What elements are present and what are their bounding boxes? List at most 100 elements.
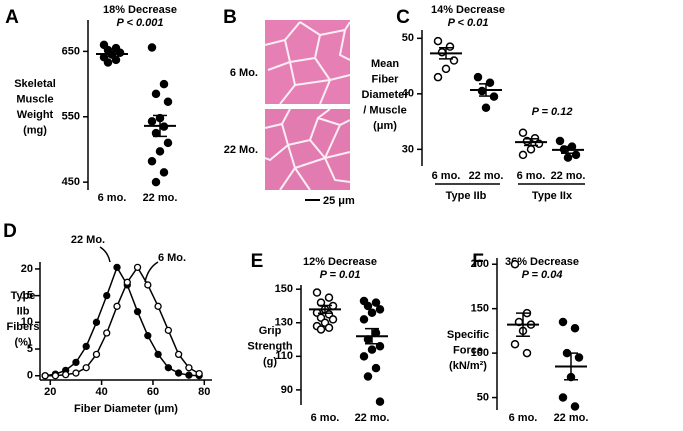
data-point: [133, 263, 142, 271]
panel-subtitle: P < 0.01: [448, 17, 489, 29]
y-axis-label: (kN/m²): [449, 360, 487, 372]
panel-title: 18% Decrease: [103, 4, 177, 16]
data-point: [103, 291, 111, 300]
data-point: [570, 323, 580, 333]
x-tick-label: 6 mo.: [517, 170, 546, 182]
data-point: [558, 317, 568, 327]
y-axis-label: Diameter: [361, 89, 409, 101]
data-point: [437, 47, 447, 57]
data-point: [518, 150, 528, 160]
y-tick-label: 30: [402, 143, 414, 155]
data-point: [151, 177, 161, 187]
x-tick-label: 22 mo.: [355, 412, 390, 424]
y-axis-label: (μm): [373, 120, 397, 132]
annotation: P = 0.12: [532, 106, 573, 118]
y-axis-label: Skeletal: [14, 78, 56, 90]
histology-image: [264, 20, 351, 201]
y-tick-label: 550: [62, 111, 80, 123]
data-point: [133, 308, 142, 316]
data-point: [111, 55, 121, 65]
panel-letter: F: [472, 251, 484, 272]
panel-title: 12% Decrease: [303, 256, 377, 268]
group-label: Type IIx: [532, 190, 573, 202]
data-point: [147, 43, 157, 52]
data-point: [155, 147, 165, 156]
panel-subtitle: P = 0.04: [522, 269, 563, 281]
label-arrow: [99, 246, 111, 263]
x-axis-label: Fiber Diameter (μm): [74, 403, 178, 415]
x-tick-label: 6 mo.: [432, 170, 461, 182]
data-point: [445, 42, 455, 51]
x-tick-label: 40: [95, 386, 107, 398]
data-point: [174, 350, 183, 359]
data-point: [163, 138, 173, 148]
data-point: [123, 278, 131, 286]
y-axis-label: IIb: [17, 305, 30, 317]
data-point: [147, 117, 157, 126]
y-tick-label: 130: [275, 317, 293, 329]
x-tick-label: 80: [198, 386, 210, 398]
x-tick-label: 22 mo.: [469, 170, 504, 182]
data-point: [72, 358, 80, 367]
data-point: [324, 323, 334, 333]
panel-title: 36% Decrease: [505, 256, 579, 268]
data-point: [375, 305, 385, 314]
data-point: [92, 350, 101, 359]
group-label: Type IIb: [446, 190, 487, 202]
data-point: [363, 372, 373, 381]
data-point: [570, 402, 580, 411]
y-tick-label: 0: [27, 370, 33, 382]
series-label: 6 Mo.: [158, 252, 186, 264]
data-point: [510, 259, 520, 269]
data-point: [147, 156, 157, 166]
data-point: [163, 97, 173, 106]
panel-subtitle: P = 0.01: [320, 269, 361, 281]
data-point: [324, 293, 334, 302]
y-tick-label: 90: [281, 384, 293, 396]
data-point: [92, 318, 101, 326]
data-point: [481, 103, 491, 112]
y-tick-label: 50: [477, 391, 489, 403]
x-tick-label: 22 mo.: [554, 412, 589, 424]
data-point: [328, 315, 338, 324]
data-point: [151, 128, 161, 138]
data-point: [526, 145, 536, 154]
panel-letter: A: [5, 7, 19, 28]
data-point: [185, 364, 193, 372]
x-tick-label: 6 mo.: [509, 412, 538, 424]
data-point: [555, 136, 565, 146]
x-tick-label: 20: [44, 386, 56, 398]
y-axis-label: Weight: [17, 109, 54, 121]
series-label: 22 Mo.: [71, 234, 105, 246]
data-point: [174, 369, 183, 377]
panel-letter: C: [396, 7, 410, 28]
panel-letter: E: [251, 251, 264, 272]
data-point: [144, 281, 152, 289]
data-point: [154, 350, 162, 359]
data-point: [103, 58, 113, 67]
y-tick-label: 20: [21, 263, 33, 275]
data-point: [359, 352, 369, 361]
y-axis-label: Strength: [247, 340, 293, 352]
x-tick-label: 22 mo.: [143, 192, 178, 204]
data-point: [164, 364, 173, 372]
series-line: [45, 265, 200, 377]
cell-borders: [264, 21, 351, 191]
y-tick-label: 15: [21, 290, 33, 302]
scale-bar-label: 25 μm: [323, 195, 355, 207]
data-point: [485, 78, 495, 87]
data-point: [195, 369, 203, 378]
y-axis-label: Fiber: [372, 73, 400, 85]
data-point: [164, 326, 173, 334]
y-axis-label: Type: [11, 290, 36, 302]
data-point: [473, 72, 483, 82]
data-point: [113, 302, 121, 310]
data-point: [441, 64, 451, 74]
data-point: [185, 371, 193, 379]
y-tick-label: 650: [62, 45, 80, 57]
data-point: [154, 302, 162, 310]
data-point: [367, 345, 377, 354]
data-point: [477, 86, 487, 96]
data-point: [159, 79, 169, 89]
y-tick-label: 50: [402, 32, 414, 44]
